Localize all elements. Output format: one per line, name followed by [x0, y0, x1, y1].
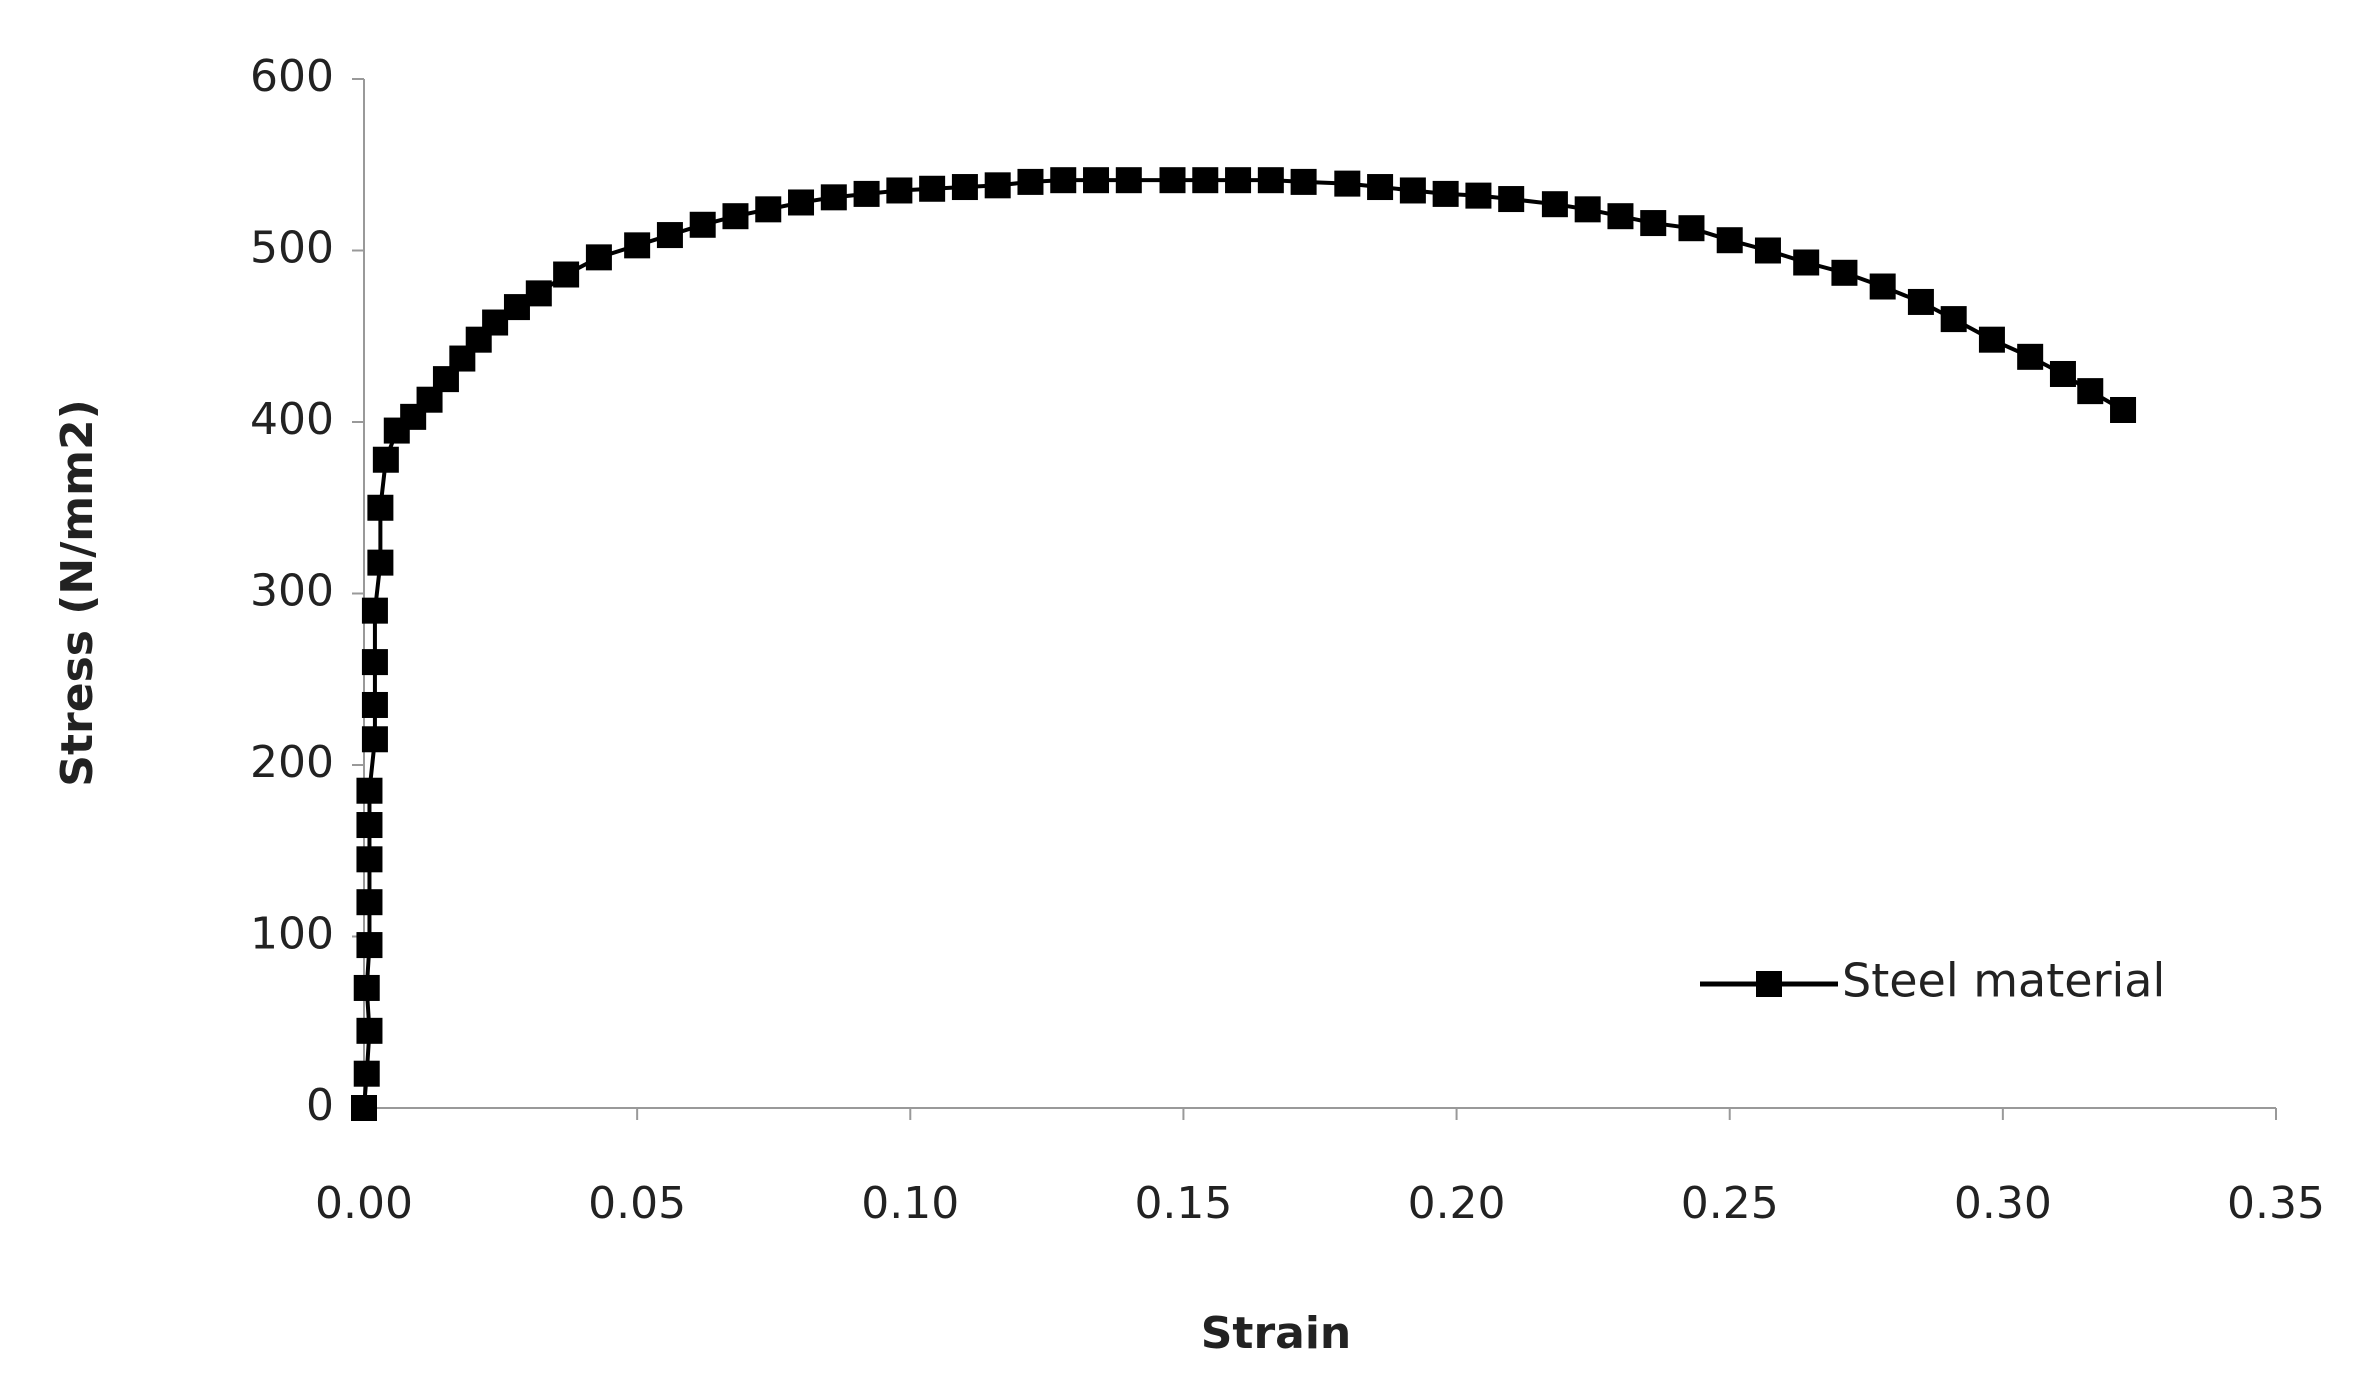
marker: [689, 211, 716, 238]
marker: [984, 172, 1011, 199]
marker: [351, 1095, 377, 1121]
marker: [482, 309, 509, 336]
marker: [356, 846, 383, 873]
x-tick-label: 0.30: [1954, 1178, 2052, 1229]
marker: [755, 196, 782, 223]
marker: [1290, 168, 1317, 195]
legend-label: Steel material: [1842, 954, 2165, 1008]
marker: [361, 597, 388, 624]
marker: [553, 261, 580, 288]
x-tick-label: 0.00: [315, 1178, 413, 1229]
marker: [356, 812, 383, 839]
x-tick-label: 0.20: [1408, 1178, 1506, 1229]
marker: [367, 549, 394, 576]
marker: [356, 1017, 383, 1044]
y-tick-label: 400: [250, 394, 334, 445]
marker: [2049, 360, 2076, 387]
y-tick-label: 500: [250, 223, 334, 274]
marker: [1869, 273, 1896, 300]
marker: [361, 726, 388, 753]
marker: [353, 1060, 380, 1087]
marker: [2110, 396, 2137, 423]
marker: [1432, 180, 1459, 207]
y-tick-label: 300: [250, 566, 334, 617]
marker: [1399, 177, 1426, 204]
marker: [1978, 326, 2005, 353]
marker: [1115, 167, 1142, 194]
marker: [1607, 203, 1634, 230]
marker: [2017, 343, 2044, 370]
marker: [820, 184, 847, 211]
marker: [1541, 191, 1568, 218]
marker: [722, 203, 749, 230]
x-tick-label: 0.15: [1134, 1178, 1232, 1229]
y-tick-label: 0: [306, 1080, 334, 1131]
marker: [951, 174, 978, 201]
x-tick-label: 0.25: [1681, 1178, 1779, 1229]
marker: [1017, 168, 1044, 195]
marker: [886, 177, 913, 204]
marker: [356, 932, 383, 959]
legend-marker: [1756, 971, 1782, 997]
marker: [356, 889, 383, 916]
marker: [1465, 182, 1492, 209]
marker: [1907, 288, 1934, 315]
marker: [1754, 237, 1781, 264]
marker: [1367, 174, 1394, 201]
y-tick-label: 600: [250, 51, 334, 102]
marker: [356, 777, 383, 804]
marker: [1793, 249, 1820, 276]
marker: [1192, 167, 1219, 194]
marker: [1678, 215, 1705, 242]
x-tick-label: 0.10: [861, 1178, 959, 1229]
marker: [1574, 196, 1601, 223]
marker: [585, 244, 612, 271]
marker: [361, 691, 388, 718]
marker: [853, 180, 880, 207]
marker: [1257, 167, 1284, 194]
marker: [361, 649, 388, 676]
x-tick-label: 0.35: [2227, 1178, 2325, 1229]
marker: [1050, 167, 1077, 194]
marker: [372, 446, 399, 473]
y-tick-label: 200: [250, 737, 334, 788]
marker: [367, 494, 394, 521]
x-tick-label: 0.05: [588, 1178, 686, 1229]
marker: [525, 280, 552, 307]
marker: [919, 175, 946, 202]
marker: [2077, 378, 2104, 405]
marker: [353, 974, 380, 1001]
marker: [1640, 210, 1667, 237]
marker: [788, 189, 815, 216]
marker: [1225, 167, 1252, 194]
y-tick-label: 100: [250, 909, 334, 960]
marker: [1831, 259, 1858, 286]
marker: [1334, 170, 1361, 197]
x-axis-title: Strain: [1201, 1308, 1352, 1359]
y-axis-title: Stress (N/mm2): [52, 399, 103, 786]
marker: [1083, 167, 1110, 194]
marker: [656, 222, 683, 249]
marker: [1716, 227, 1743, 254]
marker: [503, 294, 530, 321]
marker: [1498, 186, 1525, 213]
marker: [1940, 306, 1967, 333]
marker: [624, 232, 651, 259]
marker: [1159, 167, 1186, 194]
